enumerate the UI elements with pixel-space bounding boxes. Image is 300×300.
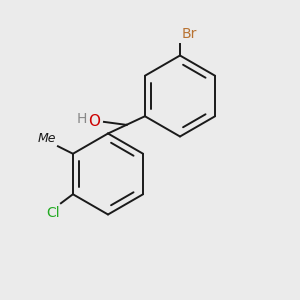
Text: O: O bbox=[88, 114, 101, 129]
Text: Br: Br bbox=[182, 27, 197, 41]
Text: H: H bbox=[77, 112, 88, 126]
Text: Cl: Cl bbox=[46, 206, 59, 220]
Text: Me: Me bbox=[38, 132, 56, 145]
